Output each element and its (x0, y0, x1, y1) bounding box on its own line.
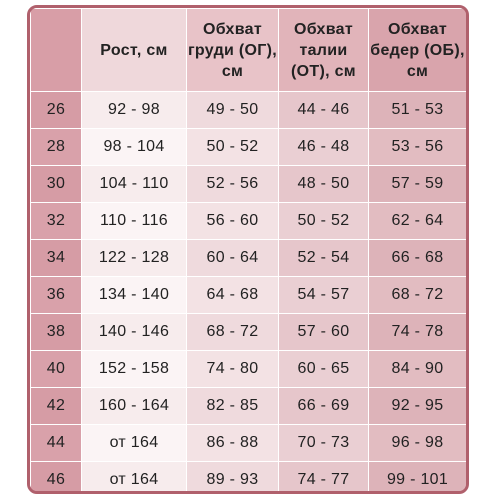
height-cell: 140 - 146 (81, 313, 187, 351)
table-row: 42 160 - 164 82 - 85 66 - 69 92 - 95 (30, 387, 466, 425)
chest-cell: 49 - 50 (186, 91, 279, 129)
waist-cell: 48 - 50 (278, 165, 369, 203)
table-row: 28 98 - 104 50 - 52 46 - 48 53 - 56 (30, 128, 466, 166)
table-row: 44 от 164 86 - 88 70 - 73 96 - 98 (30, 424, 466, 462)
hips-cell: 99 - 101 (368, 461, 466, 491)
table-row: 30 104 - 110 52 - 56 48 - 50 57 - 59 (30, 165, 466, 203)
size-cell: 28 (30, 128, 82, 166)
waist-cell: 46 - 48 (278, 128, 369, 166)
table-row: 34 122 - 128 60 - 64 52 - 54 66 - 68 (30, 239, 466, 277)
waist-cell: 60 - 65 (278, 350, 369, 388)
height-cell: 92 - 98 (81, 91, 187, 129)
chest-cell: 56 - 60 (186, 202, 279, 240)
size-chart-frame: Рост, см Обхват груди (ОГ), см Обхват та… (27, 5, 469, 494)
header-size (30, 8, 82, 92)
waist-cell: 44 - 46 (278, 91, 369, 129)
waist-cell: 66 - 69 (278, 387, 369, 425)
table-row: 26 92 - 98 49 - 50 44 - 46 51 - 53 (30, 91, 466, 129)
size-cell: 44 (30, 424, 82, 462)
size-cell: 30 (30, 165, 82, 203)
hips-cell: 62 - 64 (368, 202, 466, 240)
header-waist: Обхват талии (ОТ), см (278, 8, 369, 92)
size-cell: 34 (30, 239, 82, 277)
height-cell: 110 - 116 (81, 202, 187, 240)
size-cell: 46 (30, 461, 82, 491)
size-cell: 42 (30, 387, 82, 425)
size-cell: 26 (30, 91, 82, 129)
hips-cell: 74 - 78 (368, 313, 466, 351)
waist-cell: 52 - 54 (278, 239, 369, 277)
header-hips: Обхват бедер (ОБ), см (368, 8, 466, 92)
header-row: Рост, см Обхват груди (ОГ), см Обхват та… (30, 8, 466, 92)
height-cell: от 164 (81, 461, 187, 491)
table-row: 32 110 - 116 56 - 60 50 - 52 62 - 64 (30, 202, 466, 240)
chest-cell: 89 - 93 (186, 461, 279, 491)
hips-cell: 68 - 72 (368, 276, 466, 314)
chest-cell: 82 - 85 (186, 387, 279, 425)
hips-cell: 66 - 68 (368, 239, 466, 277)
size-cell: 38 (30, 313, 82, 351)
height-cell: 104 - 110 (81, 165, 187, 203)
waist-cell: 54 - 57 (278, 276, 369, 314)
waist-cell: 50 - 52 (278, 202, 369, 240)
chest-cell: 64 - 68 (186, 276, 279, 314)
chest-cell: 50 - 52 (186, 128, 279, 166)
header-chest: Обхват груди (ОГ), см (186, 8, 279, 92)
waist-cell: 57 - 60 (278, 313, 369, 351)
chest-cell: 60 - 64 (186, 239, 279, 277)
table-row: 46 от 164 89 - 93 74 - 77 99 - 101 (30, 461, 466, 491)
height-cell: от 164 (81, 424, 187, 462)
height-cell: 160 - 164 (81, 387, 187, 425)
hips-cell: 51 - 53 (368, 91, 466, 129)
chest-cell: 86 - 88 (186, 424, 279, 462)
size-cell: 36 (30, 276, 82, 314)
size-cell: 40 (30, 350, 82, 388)
height-cell: 152 - 158 (81, 350, 187, 388)
height-cell: 134 - 140 (81, 276, 187, 314)
table-row: 38 140 - 146 68 - 72 57 - 60 74 - 78 (30, 313, 466, 351)
waist-cell: 70 - 73 (278, 424, 369, 462)
hips-cell: 96 - 98 (368, 424, 466, 462)
hips-cell: 53 - 56 (368, 128, 466, 166)
height-cell: 98 - 104 (81, 128, 187, 166)
size-cell: 32 (30, 202, 82, 240)
header-height: Рост, см (81, 8, 187, 92)
table-row: 36 134 - 140 64 - 68 54 - 57 68 - 72 (30, 276, 466, 314)
table-row: 40 152 - 158 74 - 80 60 - 65 84 - 90 (30, 350, 466, 388)
height-cell: 122 - 128 (81, 239, 187, 277)
chest-cell: 52 - 56 (186, 165, 279, 203)
hips-cell: 84 - 90 (368, 350, 466, 388)
waist-cell: 74 - 77 (278, 461, 369, 491)
hips-cell: 57 - 59 (368, 165, 466, 203)
hips-cell: 92 - 95 (368, 387, 466, 425)
chest-cell: 74 - 80 (186, 350, 279, 388)
size-chart-table: Рост, см Обхват груди (ОГ), см Обхват та… (30, 8, 466, 491)
chest-cell: 68 - 72 (186, 313, 279, 351)
